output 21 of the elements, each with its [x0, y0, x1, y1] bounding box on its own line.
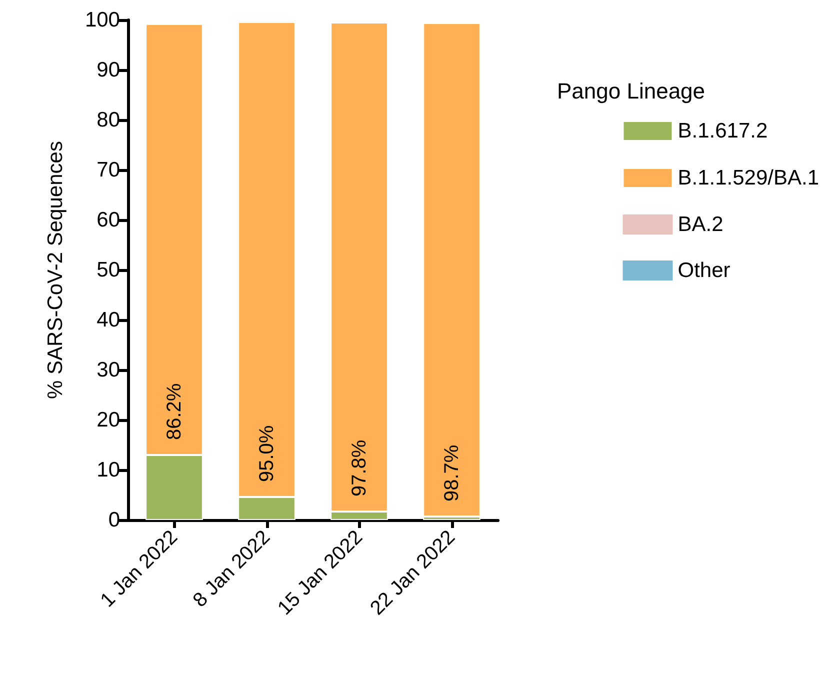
y-axis-title: % SARS-CoV-2 Sequences	[44, 141, 67, 399]
legend-label: Other	[678, 259, 730, 282]
data-label: 97.8%	[348, 440, 370, 496]
y-tick-label: 70	[96, 158, 120, 182]
y-tick-label: 20	[96, 408, 120, 432]
legend-label: BA.2	[678, 213, 724, 236]
legend-title: Pango Lineage	[557, 78, 706, 104]
y-tick-label: 100	[84, 8, 120, 32]
y-tick-label: 60	[96, 208, 120, 232]
data-label: 95.0%	[256, 425, 278, 482]
data-label: 86.2%	[163, 383, 186, 440]
legend-label: B.1.1.529/BA.1	[678, 166, 820, 190]
y-tick-label: 40	[96, 308, 120, 332]
legend-label: B.1.617.2	[678, 120, 768, 142]
data-label: 98.7%	[440, 444, 463, 502]
y-tick-label: 80	[96, 108, 120, 132]
y-tick-label: 50	[96, 258, 120, 282]
y-tick-label: 30	[96, 358, 120, 382]
y-tick-label: 90	[96, 58, 120, 82]
y-tick-label: 10	[96, 458, 120, 482]
bar	[423, 23, 480, 516]
